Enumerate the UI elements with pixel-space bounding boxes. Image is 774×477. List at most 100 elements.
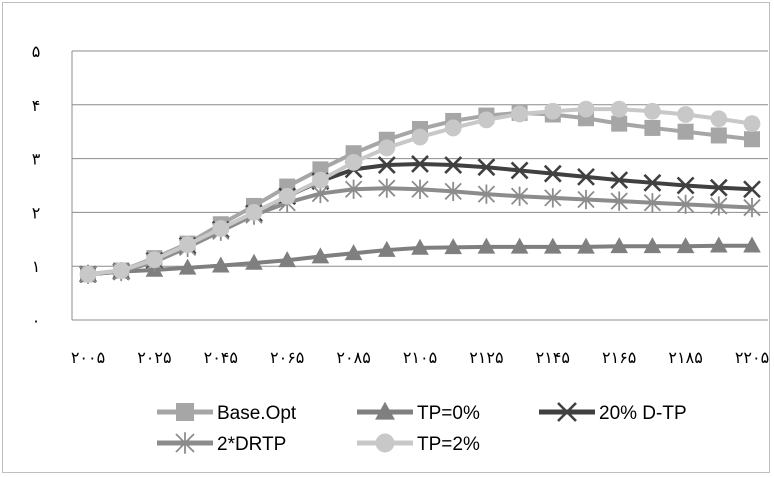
- legend-item: Base.Opt: [157, 403, 297, 424]
- legend-item: 20% D-TP: [539, 402, 687, 424]
- data-point: [610, 100, 628, 118]
- y-tick-label: ۵: [32, 42, 41, 61]
- data-point: [743, 115, 761, 133]
- data-point: [444, 181, 462, 202]
- data-point: [743, 197, 761, 218]
- legend-marker: [175, 432, 195, 454]
- data-point: [344, 244, 363, 261]
- data-point: [677, 106, 694, 123]
- data-point: [577, 167, 595, 186]
- data-point: [178, 258, 197, 275]
- legend-marker: [176, 403, 194, 421]
- data-point: [411, 238, 429, 255]
- series-20-d-tp: [79, 155, 761, 284]
- x-tick-label: ۲۰۸۵: [336, 348, 370, 367]
- data-point: [378, 178, 396, 198]
- data-point: [377, 156, 396, 174]
- x-tick-label: ۲۰۲۵: [137, 348, 171, 367]
- data-point: [477, 158, 496, 177]
- x-tick-label: ۲۰۴۵: [204, 348, 238, 367]
- data-point: [245, 204, 263, 221]
- x-tick-label: ۲۱۶۵: [602, 348, 636, 367]
- x-tick-label: ۲۱۰۵: [403, 348, 437, 367]
- y-tick-label: ۰: [32, 311, 41, 330]
- data-point: [544, 102, 562, 120]
- data-point: [610, 171, 629, 190]
- x-tick-label: ۲۱۴۵: [536, 348, 570, 367]
- x-tick-label: ۲۰۶۵: [270, 348, 304, 367]
- y-tick-label: ۳: [32, 150, 41, 169]
- gridlines: [71, 50, 768, 321]
- data-point: [710, 127, 727, 144]
- legend-label: Base.Opt: [217, 403, 297, 424]
- legend-marker: [557, 402, 577, 422]
- data-point: [411, 155, 429, 173]
- legend-item: TP=0%: [357, 401, 480, 424]
- data-point: [478, 111, 495, 129]
- x-tick-label: ۲۲۰۵: [735, 348, 769, 367]
- series-layer: [79, 100, 761, 284]
- legend-label: 20% D-TP: [599, 403, 687, 424]
- data-point: [577, 100, 595, 118]
- data-point: [710, 110, 728, 128]
- y-axis-ticks: ۰ ۱ ۲ ۳ ۴ ۵: [32, 42, 41, 330]
- data-point: [278, 251, 296, 268]
- data-point: [378, 139, 396, 157]
- data-point: [444, 238, 462, 255]
- data-point: [411, 179, 429, 199]
- data-point: [411, 128, 429, 146]
- data-point: [743, 180, 761, 199]
- legend-label: 2*DRTP: [217, 434, 286, 455]
- legend: Base.Opt TP=0% 20% D-TP 2*DRTP TP=2%: [157, 401, 687, 455]
- data-point: [643, 173, 662, 192]
- data-point: [643, 193, 662, 213]
- data-point: [477, 237, 496, 254]
- data-point: [577, 189, 595, 210]
- data-point: [79, 265, 97, 283]
- data-point: [676, 176, 695, 195]
- data-point: [146, 251, 163, 269]
- data-point: [644, 119, 661, 136]
- data-point: [444, 156, 463, 174]
- legend-item: 2*DRTP: [157, 432, 286, 455]
- data-point: [345, 153, 362, 171]
- data-point: [577, 237, 595, 254]
- data-point: [677, 123, 694, 140]
- legend-label: TP=2%: [417, 434, 480, 455]
- data-point: [743, 236, 761, 253]
- data-point: [644, 102, 661, 120]
- data-point: [544, 237, 562, 254]
- data-point: [610, 191, 628, 211]
- data-point: [610, 237, 628, 254]
- data-point: [611, 115, 628, 132]
- legend-marker: [375, 433, 395, 453]
- data-point: [179, 236, 197, 254]
- data-point: [511, 105, 528, 123]
- series-tp-2-: [79, 100, 761, 283]
- data-point: [278, 187, 296, 205]
- data-point: [477, 184, 496, 204]
- data-point: [544, 188, 562, 208]
- y-tick-label: ۱: [32, 257, 41, 276]
- data-point: [311, 247, 330, 264]
- x-tick-label: ۲۰۰۵: [71, 348, 105, 367]
- data-point: [744, 131, 760, 148]
- data-point: [312, 171, 329, 189]
- data-point: [344, 179, 363, 199]
- legend-label: TP=0%: [417, 403, 480, 424]
- data-point: [709, 178, 728, 197]
- data-point: [245, 253, 263, 270]
- x-tick-label: ۲۱۸۵: [668, 348, 702, 367]
- data-point: [676, 237, 695, 254]
- y-tick-label: ۴: [32, 96, 41, 115]
- data-point: [710, 196, 728, 216]
- x-tick-label: ۲۱۲۵: [469, 348, 503, 367]
- x-axis-ticks: ۲۰۰۵ ۲۰۲۵ ۲۰۴۵ ۲۰۶۵ ۲۰۸۵ ۲۱۰۵ ۲۱۲۵ ۲۱۴۵ ۲۱۶۵ ۲۱۸۵…: [71, 348, 769, 367]
- data-point: [112, 262, 130, 279]
- legend-marker: [375, 401, 395, 420]
- data-point: [212, 256, 230, 273]
- data-point: [378, 240, 396, 257]
- y-tick-label: ۲: [32, 203, 41, 222]
- data-point: [510, 186, 529, 206]
